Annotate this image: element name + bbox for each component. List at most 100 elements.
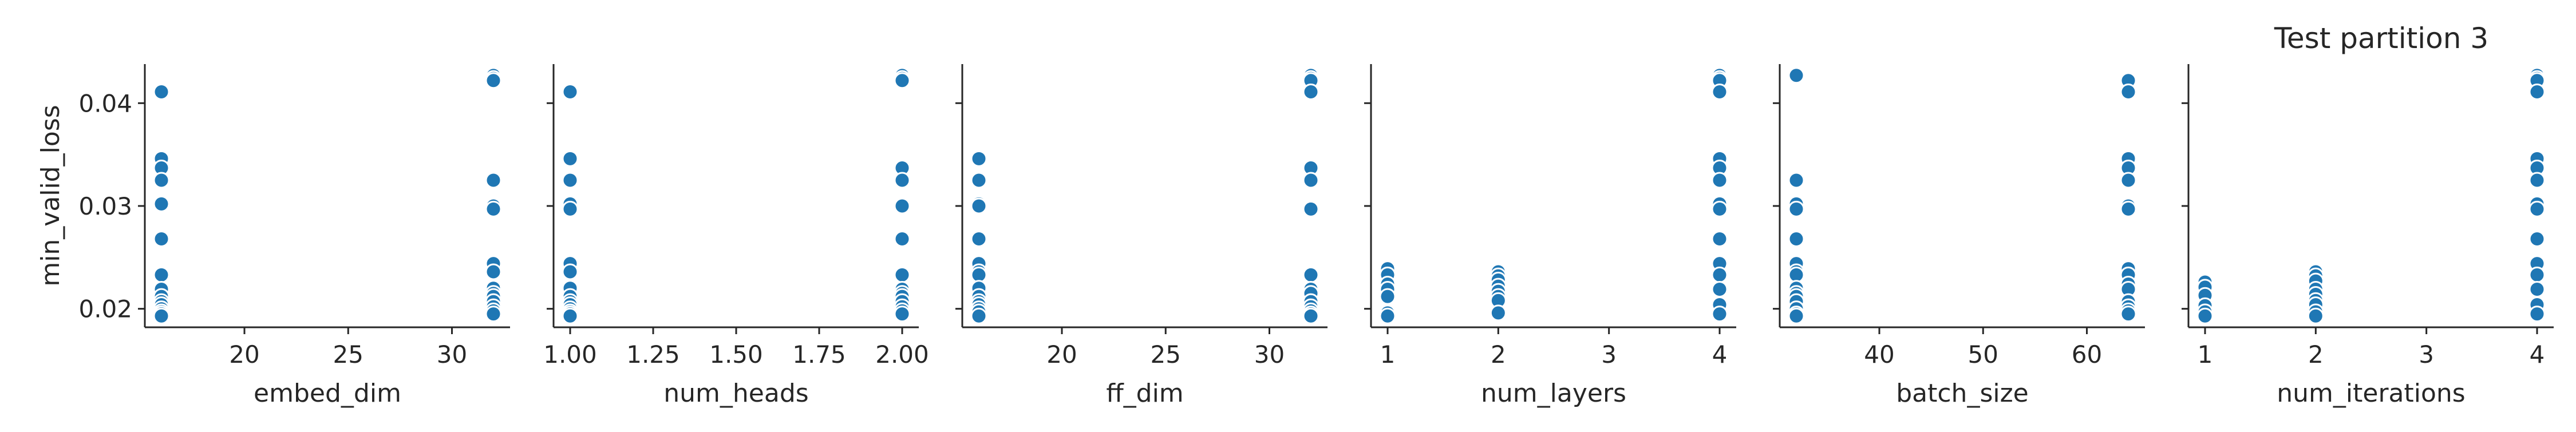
data-point: [1302, 200, 1319, 217]
data-point: [1788, 67, 1805, 84]
data-point: [894, 172, 911, 189]
data-point: [1711, 266, 1728, 283]
data-point: [562, 172, 579, 189]
x-tick-label: 4: [1712, 340, 1728, 368]
data-point: [1490, 304, 1507, 322]
y-tick-label: 0.02: [78, 295, 132, 323]
data-point: [1711, 306, 1728, 323]
data-point: [1379, 307, 1396, 324]
data-point: [894, 230, 911, 247]
x-tick-label: 25: [333, 340, 364, 368]
data-point: [970, 197, 987, 215]
x-tick-label: 3: [2419, 340, 2434, 368]
data-point: [2528, 200, 2546, 217]
y-tick-label: 0.03: [78, 192, 132, 220]
data-point: [2528, 172, 2546, 189]
data-point: [1379, 288, 1396, 305]
x-tick-label: 3: [1601, 340, 1617, 368]
data-point: [894, 306, 911, 323]
panel-6: 1 2 3 4 num_iterations: [2182, 64, 2554, 408]
x-tick-label: 40: [1864, 340, 1894, 368]
data-point: [1302, 307, 1319, 324]
data-point: [1711, 84, 1728, 101]
data-point: [970, 172, 987, 189]
data-point: [1711, 230, 1728, 247]
data-point: [485, 72, 502, 89]
x-tick-label: 1: [2198, 340, 2213, 368]
data-point: [153, 172, 170, 189]
x-tick-label: 50: [1968, 340, 1998, 368]
chart-title: Test partition 3: [2274, 22, 2488, 55]
x-tick-label: 1.25: [626, 340, 680, 368]
data-point: [1788, 172, 1805, 189]
x-tick-label: 1.00: [543, 340, 597, 368]
data-point: [562, 84, 579, 101]
x-tick-label: 20: [229, 340, 259, 368]
x-axis-label: num_iterations: [2277, 379, 2465, 408]
x-tick-label: 1.50: [709, 340, 763, 368]
x-axis-label: batch_size: [1896, 379, 2029, 408]
data-point: [485, 172, 502, 189]
data-point: [1302, 266, 1319, 283]
x-tick-label: 30: [437, 340, 467, 368]
x-tick-label: 25: [1151, 340, 1181, 368]
data-point: [153, 195, 170, 212]
x-axis-label: num_layers: [1481, 379, 1626, 408]
data-point: [153, 266, 170, 283]
data-point: [1788, 200, 1805, 217]
x-tick-label: 2.00: [875, 340, 929, 368]
data-point: [2528, 230, 2546, 247]
y-tick-label: 0.04: [78, 89, 132, 117]
data-point: [2528, 306, 2546, 323]
data-point: [1302, 172, 1319, 189]
data-point: [153, 230, 170, 247]
data-point: [153, 84, 170, 101]
data-point: [894, 266, 911, 283]
data-point: [1788, 307, 1805, 324]
data-point: [485, 306, 502, 323]
data-point: [2120, 84, 2137, 101]
x-axis-label: embed_dim: [254, 379, 401, 408]
data-point: [2196, 307, 2214, 324]
data-point: [894, 72, 911, 89]
x-axis-label: num_heads: [663, 379, 808, 408]
panel-3: 20 25 30 ff_dim: [955, 64, 1327, 408]
data-point: [2120, 306, 2137, 323]
data-point: [2528, 281, 2546, 298]
x-axis-label: ff_dim: [1106, 379, 1183, 408]
data-point: [562, 200, 579, 217]
x-tick-label: 1: [1380, 340, 1396, 368]
x-tick-label: 2: [2308, 340, 2324, 368]
x-tick-label: 4: [2530, 340, 2545, 368]
x-tick-label: 30: [1254, 340, 1285, 368]
panel-5: 40 50 60 batch_size: [1773, 64, 2145, 408]
data-point: [2120, 172, 2137, 189]
data-point: [970, 150, 987, 167]
data-point: [894, 197, 911, 215]
x-tick-label: 2: [1491, 340, 1506, 368]
data-point: [1711, 200, 1728, 217]
data-point: [970, 230, 987, 247]
data-point: [1711, 172, 1728, 189]
data-point: [2528, 266, 2546, 283]
data-point: [1302, 84, 1319, 101]
y-axis-label: min_valid_loss: [36, 105, 65, 286]
panel-2: 1.00 1.25 1.50 1.75 2.00 num_heads: [543, 64, 929, 408]
data-point: [562, 150, 579, 167]
data-point: [485, 263, 502, 280]
data-point: [153, 307, 170, 324]
panel-4: 1 2 3 4 num_layers: [1364, 64, 1736, 408]
data-point: [970, 307, 987, 324]
x-tick-label: 60: [2072, 340, 2102, 368]
data-point: [2528, 84, 2546, 101]
data-point: [562, 307, 579, 324]
data-point: [1788, 230, 1805, 247]
panel-1: 0.02 0.03 0.04 20 25 30 embed_dim min_valid_los…: [36, 64, 510, 408]
data-point: [485, 200, 502, 217]
data-point: [1711, 281, 1728, 298]
data-point: [2307, 307, 2324, 324]
data-point: [562, 263, 579, 280]
x-tick-label: 1.75: [792, 340, 846, 368]
